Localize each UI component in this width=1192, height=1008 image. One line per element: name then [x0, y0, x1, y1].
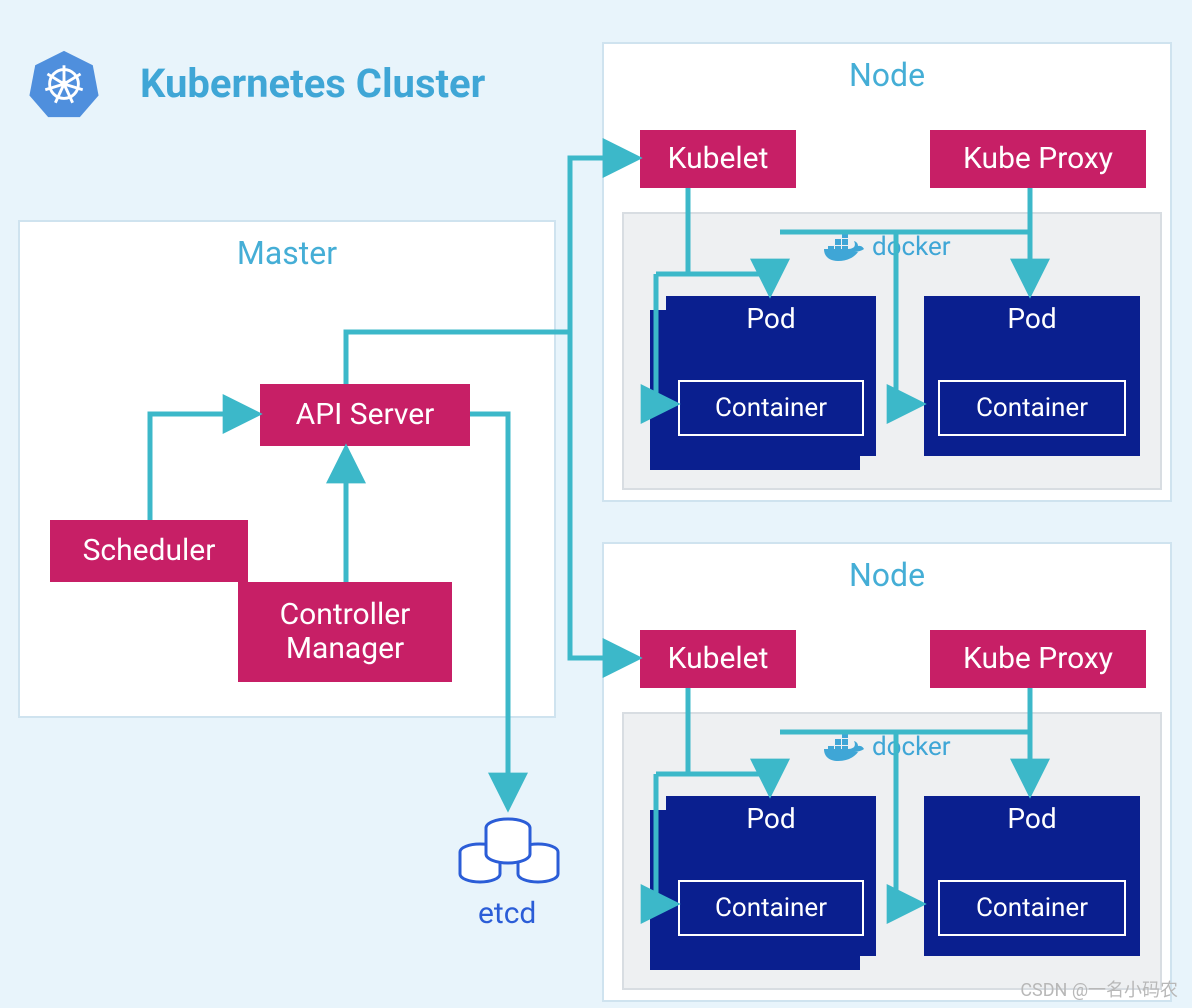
node2-kubelet-box: Kubelet: [640, 630, 796, 688]
node2-pod2-label: Pod: [924, 802, 1140, 835]
docker-icon: [824, 732, 864, 762]
node2-pod1-label: Pod: [666, 802, 876, 835]
node2-pod2-container-label: Container: [976, 893, 1088, 923]
node2-pod2-container: Container: [938, 880, 1126, 936]
etcd-label: etcd: [478, 896, 536, 931]
scheduler-box: Scheduler: [50, 520, 248, 582]
master-title: Master: [237, 234, 337, 272]
api-server-label: API Server: [296, 398, 435, 433]
node1-kubeproxy-box: Kube Proxy: [930, 130, 1146, 188]
node2-kubelet-label: Kubelet: [668, 642, 769, 677]
node2-pod1-container-label: Container: [715, 893, 827, 923]
node1-docker-text: docker: [872, 232, 951, 262]
node1-kubeproxy-label: Kube Proxy: [963, 142, 1113, 177]
watermark: CSDN @一名小码农: [1020, 976, 1178, 1002]
scheduler-label: Scheduler: [83, 534, 216, 569]
node1-pod1-container-label: Container: [715, 393, 827, 423]
kubernetes-logo-icon: [28, 48, 100, 120]
node2-title: Node: [849, 556, 925, 594]
node1-kubelet-box: Kubelet: [640, 130, 796, 188]
diagram-root: Kubernetes Cluster Master API Server Sch…: [0, 0, 1192, 1008]
node2-kubeproxy-box: Kube Proxy: [930, 630, 1146, 688]
etcd-icon: [450, 810, 570, 890]
controller-manager-box: Controller Manager: [238, 582, 452, 682]
node2-docker-label: docker: [824, 732, 951, 762]
api-server-box: API Server: [260, 384, 470, 446]
node1-title: Node: [849, 56, 925, 94]
node1-pod1-label: Pod: [666, 302, 876, 335]
node1-kubelet-label: Kubelet: [668, 142, 769, 177]
docker-icon: [824, 232, 864, 262]
node1-docker-label: docker: [824, 232, 951, 262]
node1-pod2-container: Container: [938, 380, 1126, 436]
diagram-title: Kubernetes Cluster: [140, 60, 485, 107]
node2-kubeproxy-label: Kube Proxy: [963, 642, 1113, 677]
node2-docker-text: docker: [872, 732, 951, 762]
controller-manager-label: Controller Manager: [280, 598, 411, 667]
node2-pod1-container: Container: [678, 880, 864, 936]
node1-pod1-container: Container: [678, 380, 864, 436]
node1-pod2-label: Pod: [924, 302, 1140, 335]
node1-pod2-container-label: Container: [976, 393, 1088, 423]
